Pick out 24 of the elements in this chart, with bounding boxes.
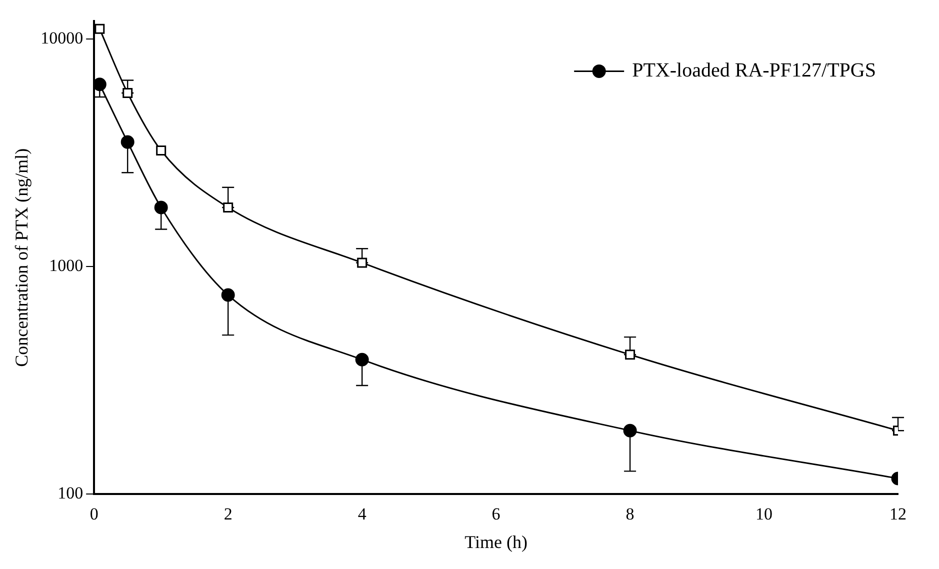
point [154, 200, 168, 214]
y-tick-label: 100 [58, 483, 84, 502]
x-tick-label: 4 [358, 504, 367, 524]
x-tick-label: 12 [890, 504, 906, 524]
point [94, 24, 105, 34]
point [156, 146, 166, 156]
point [623, 424, 637, 438]
y-axis-title: Concentration of PTX (ng/ml) [12, 148, 32, 367]
point [221, 288, 235, 302]
point [355, 352, 369, 366]
point [122, 88, 133, 98]
point [223, 202, 234, 212]
x-tick-label: 10 [756, 504, 773, 524]
point [357, 258, 368, 268]
point [120, 135, 134, 149]
x-tick-label: 6 [492, 504, 500, 524]
y-tick-label: 10000 [40, 28, 84, 48]
legend-label: PTX-loaded RA-PF127/TPGS [632, 59, 876, 82]
x-tick-label: 2 [224, 504, 232, 524]
x-tick-label: 8 [626, 504, 634, 524]
y-tick-label: 1000 [49, 256, 84, 276]
point [94, 78, 106, 92]
x-axis-title: Time (h) [464, 532, 528, 552]
x-tick-label: 0 [90, 504, 98, 524]
